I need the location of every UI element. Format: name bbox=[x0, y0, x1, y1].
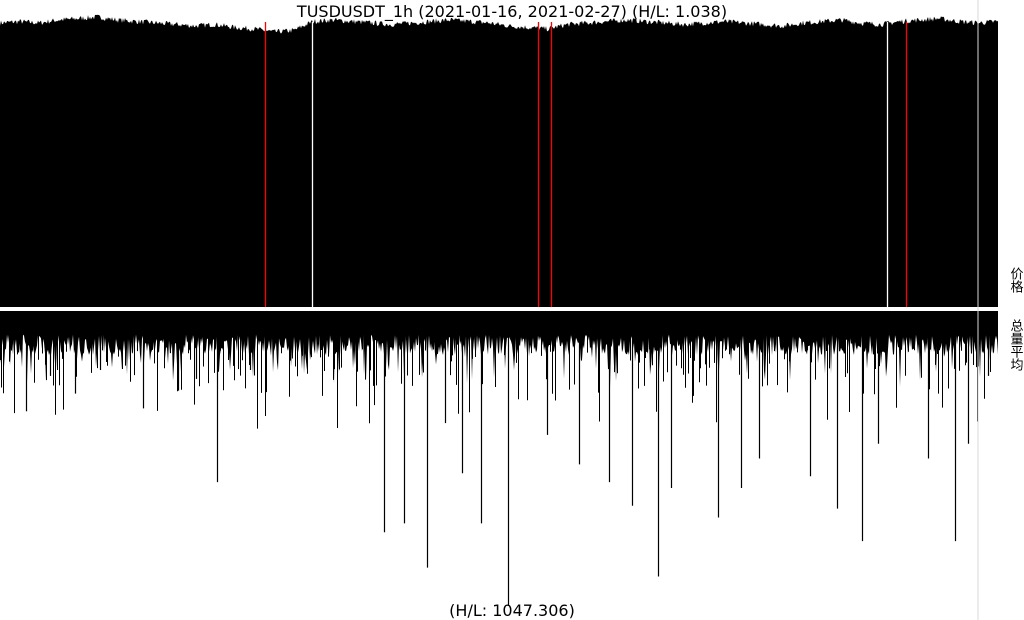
price-panel bbox=[0, 14, 998, 308]
volume-panel bbox=[0, 311, 998, 606]
panel-divider bbox=[0, 307, 998, 311]
price-gap-lines bbox=[264, 22, 908, 307]
volume-axis-label: 总量平均 bbox=[1008, 319, 1024, 371]
chart-title: TUSDUSDT_1h (2021-01-16, 2021-02-27) (H/… bbox=[296, 2, 727, 22]
volume-hl-label: (H/L: 1047.306) bbox=[449, 601, 575, 620]
price-area bbox=[0, 14, 998, 308]
price-axis-label: 价格 bbox=[1008, 267, 1024, 293]
volume-area bbox=[0, 311, 998, 388]
